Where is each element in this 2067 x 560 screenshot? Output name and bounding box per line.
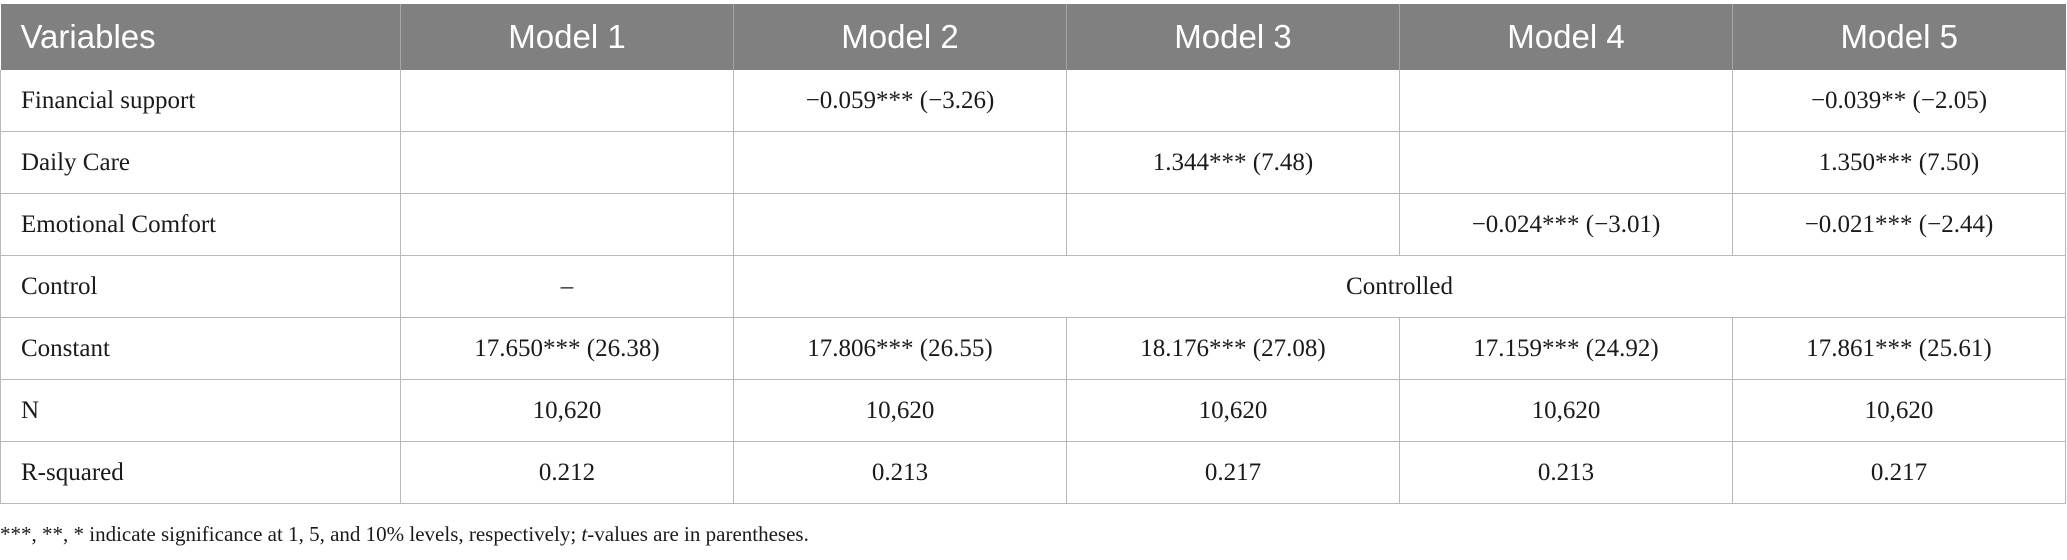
cell-financial-support-model-5: −0.039** (−2.05)	[1732, 70, 2066, 132]
cell-daily-care-model-3: 1.344*** (7.48)	[1066, 131, 1400, 194]
table-row: N 10,620 10,620 10,620 10,620 10,620	[0, 379, 2066, 442]
footnote-t-symbol: t	[581, 522, 588, 546]
cell-financial-support-model-4	[1399, 70, 1733, 132]
row-label-emotional-comfort: Emotional Comfort	[0, 193, 401, 256]
cell-n-model-5: 10,620	[1732, 379, 2066, 442]
cell-control-model-1: –	[400, 255, 734, 318]
cell-n-model-2: 10,620	[733, 379, 1067, 442]
table-row: Constant 17.650*** (26.38) 17.806*** (26…	[0, 317, 2066, 380]
cell-constant-model-5: 17.861*** (25.61)	[1732, 317, 2066, 380]
cell-r-squared-model-5: 0.217	[1732, 441, 2066, 504]
header-model-2: Model 2	[733, 4, 1067, 70]
cell-r-squared-model-2: 0.213	[733, 441, 1067, 504]
cell-financial-support-model-1	[400, 70, 734, 132]
table-row: Financial support −0.059*** (−3.26) −0.0…	[0, 70, 2066, 132]
table-row: R-squared 0.212 0.213 0.217 0.213 0.217	[0, 441, 2066, 504]
cell-n-model-1: 10,620	[400, 379, 734, 442]
header-model-1: Model 1	[400, 4, 734, 70]
cell-emotional-comfort-model-2	[733, 193, 1067, 256]
header-model-5: Model 5	[1732, 4, 2066, 70]
cell-emotional-comfort-model-1	[400, 193, 734, 256]
header-row: Variables Model 1 Model 2 Model 3 Model …	[0, 4, 2066, 70]
row-label-daily-care: Daily Care	[0, 131, 401, 194]
cell-emotional-comfort-model-3	[1066, 193, 1400, 256]
cell-constant-model-4: 17.159*** (24.92)	[1399, 317, 1733, 380]
row-label-constant: Constant	[0, 317, 401, 380]
cell-emotional-comfort-model-5: −0.021*** (−2.44)	[1732, 193, 2066, 256]
cell-daily-care-model-5: 1.350*** (7.50)	[1732, 131, 2066, 194]
cell-n-model-4: 10,620	[1399, 379, 1733, 442]
header-variables: Variables	[0, 4, 401, 70]
regression-results-table: Variables Model 1 Model 2 Model 3 Model …	[0, 4, 2066, 504]
cell-constant-model-1: 17.650*** (26.38)	[400, 317, 734, 380]
table-row: Control – Controlled	[0, 255, 2066, 318]
row-label-n: N	[0, 379, 401, 442]
row-label-financial-support: Financial support	[0, 70, 401, 132]
header-model-4: Model 4	[1399, 4, 1733, 70]
row-label-r-squared: R-squared	[0, 441, 401, 504]
cell-r-squared-model-3: 0.217	[1066, 441, 1400, 504]
footnote-significance-text: ***, **, * indicate significance at 1, 5…	[0, 522, 582, 546]
footnote-tvalues-text: -values are in parentheses.	[587, 522, 809, 546]
cell-r-squared-model-4: 0.213	[1399, 441, 1733, 504]
cell-r-squared-model-1: 0.212	[400, 441, 734, 504]
table-footnote: ***, **, * indicate significance at 1, 5…	[0, 522, 809, 547]
cell-control-models-2-5: Controlled	[733, 255, 2066, 318]
cell-financial-support-model-3	[1066, 70, 1400, 132]
table-row: Emotional Comfort −0.024*** (−3.01) −0.0…	[0, 193, 2066, 256]
cell-daily-care-model-1	[400, 131, 734, 194]
row-label-control: Control	[0, 255, 401, 318]
cell-financial-support-model-2: −0.059*** (−3.26)	[733, 70, 1067, 132]
header-model-3: Model 3	[1066, 4, 1400, 70]
cell-emotional-comfort-model-4: −0.024*** (−3.01)	[1399, 193, 1733, 256]
cell-constant-model-2: 17.806*** (26.55)	[733, 317, 1067, 380]
cell-daily-care-model-4	[1399, 131, 1733, 194]
cell-n-model-3: 10,620	[1066, 379, 1400, 442]
table-row: Daily Care 1.344*** (7.48) 1.350*** (7.5…	[0, 131, 2066, 194]
cell-constant-model-3: 18.176*** (27.08)	[1066, 317, 1400, 380]
regression-results-table-container: Variables Model 1 Model 2 Model 3 Model …	[0, 4, 2067, 504]
cell-daily-care-model-2	[733, 131, 1067, 194]
